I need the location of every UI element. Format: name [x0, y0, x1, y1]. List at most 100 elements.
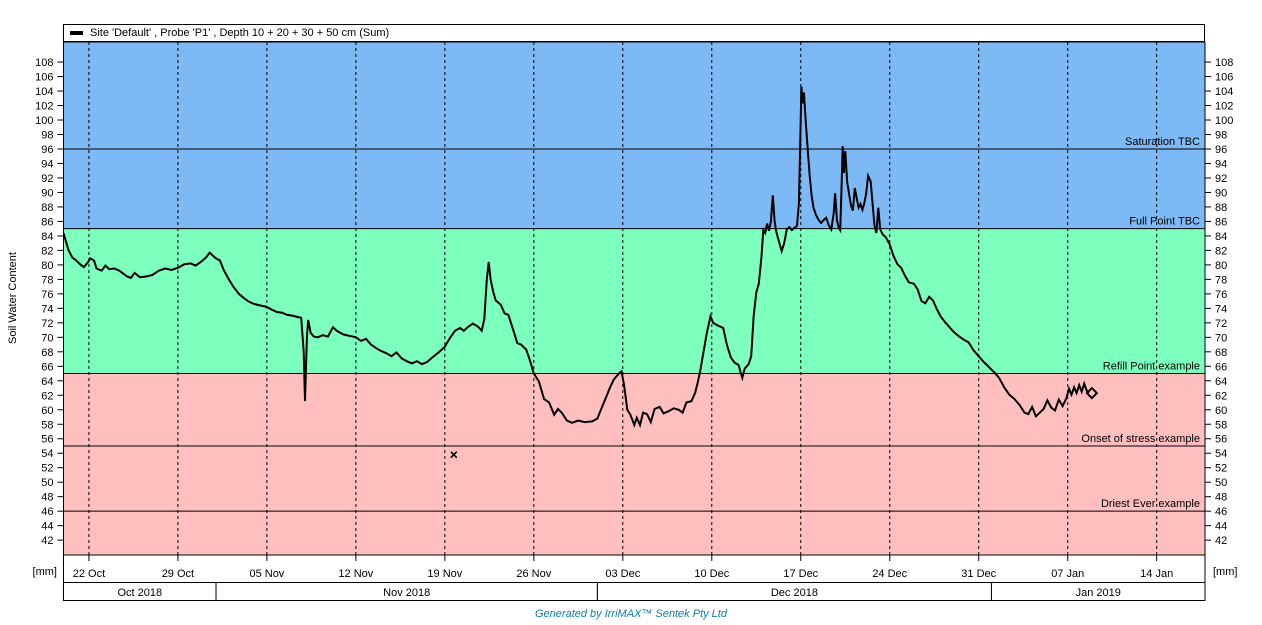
- y-tick-label-left: 82: [41, 245, 53, 257]
- legend-series-marker-icon: [70, 31, 83, 35]
- month-label: Nov 2018: [383, 587, 430, 599]
- stress-zone-red: [63, 373, 1205, 555]
- y-tick-label-left: 88: [41, 202, 53, 214]
- y-tick-label-left: 66: [41, 361, 53, 373]
- y-tick-label-right: 66: [1215, 361, 1227, 373]
- x-tick-label: 12 Nov: [338, 568, 373, 580]
- y-tick-label-right: 68: [1215, 347, 1227, 359]
- y-tick-label-right: 92: [1215, 173, 1227, 185]
- y-axis-unit-left: [mm]: [32, 566, 57, 578]
- y-tick-label-left: 56: [41, 434, 53, 446]
- x-tick-label: 03 Dec: [605, 568, 640, 580]
- y-tick-label-left: 104: [35, 86, 53, 98]
- y-tick-label-right: 96: [1215, 144, 1227, 156]
- x-tick-label: 10 Dec: [694, 568, 729, 580]
- y-tick-label-right: 82: [1215, 245, 1227, 257]
- y-tick-label-right: 48: [1215, 492, 1227, 504]
- y-tick-label-right: 46: [1215, 506, 1227, 518]
- y-tick-label-right: 42: [1215, 535, 1227, 547]
- x-tick-label: 19 Nov: [427, 568, 462, 580]
- y-tick-label-left: 98: [41, 130, 53, 142]
- y-tick-label-left: 46: [41, 506, 53, 518]
- y-tick-label-right: 44: [1215, 521, 1227, 533]
- y-tick-label-left: 58: [41, 419, 53, 431]
- end-of-data-diamond-icon: [1085, 386, 1099, 400]
- month-label: Jan 2019: [1076, 587, 1121, 599]
- y-tick-label-right: 58: [1215, 419, 1227, 431]
- y-tick-label-right: 54: [1215, 448, 1227, 460]
- x-tick-label: 29 Oct: [162, 568, 194, 580]
- y-tick-label-right: 104: [1215, 86, 1233, 98]
- y-tick-label-right: 100: [1215, 115, 1233, 127]
- y-tick-label-left: 42: [41, 535, 53, 547]
- y-axis-unit-right: [mm]: [1213, 566, 1238, 578]
- y-tick-label-right: 88: [1215, 202, 1227, 214]
- y-tick-label-left: 62: [41, 390, 53, 402]
- y-tick-label-left: 80: [41, 260, 53, 272]
- optimal-zone-green: [63, 228, 1205, 374]
- x-tick-label: 26 Nov: [516, 568, 551, 580]
- footer-credit: Generated by IrriMAX™ Sentek Pty Ltd: [535, 608, 727, 620]
- y-tick-label-right: 108: [1215, 57, 1233, 69]
- x-tick-label: 05 Nov: [249, 568, 284, 580]
- y-tick-label-right: 74: [1215, 303, 1227, 315]
- y-tick-label-left: 108: [35, 57, 53, 69]
- y-tick-label-left: 74: [41, 303, 53, 315]
- x-tick-label: 17 Dec: [783, 568, 818, 580]
- y-tick-label-left: 92: [41, 173, 53, 185]
- y-tick-label-right: 62: [1215, 390, 1227, 402]
- y-tick-label-left: 84: [41, 231, 53, 243]
- ref-line-label-full-point-tbc: Full Point TBC: [1129, 216, 1200, 228]
- y-tick-label-left: 78: [41, 274, 53, 286]
- y-tick-label-left: 76: [41, 289, 53, 301]
- y-tick-label-right: 64: [1215, 376, 1227, 388]
- y-tick-label-right: 90: [1215, 187, 1227, 199]
- saturation-zone-blue: [63, 42, 1205, 229]
- y-tick-label-left: 102: [35, 101, 53, 113]
- y-tick-label-left: 68: [41, 347, 53, 359]
- y-tick-label-left: 86: [41, 216, 53, 228]
- month-band-jan-2019: [990, 582, 1206, 601]
- y-tick-label-right: 86: [1215, 216, 1227, 228]
- y-tick-label-right: 50: [1215, 477, 1227, 489]
- y-tick-label-right: 56: [1215, 434, 1227, 446]
- y-tick-label-left: 106: [35, 72, 53, 84]
- x-tick-label: 31 Dec: [961, 568, 996, 580]
- y-tick-label-right: 60: [1215, 405, 1227, 417]
- y-tick-label-right: 52: [1215, 463, 1227, 475]
- y-tick-label-left: 90: [41, 187, 53, 199]
- y-tick-label-left: 70: [41, 332, 53, 344]
- month-label: Oct 2018: [117, 587, 162, 599]
- y-tick-label-right: 80: [1215, 260, 1227, 272]
- month-label: Dec 2018: [771, 587, 818, 599]
- ref-line-label-driest-ever-example: Driest Ever example: [1101, 498, 1200, 510]
- y-tick-label-left: 72: [41, 318, 53, 330]
- y-tick-label-left: 100: [35, 115, 53, 127]
- x-tick-label: 22 Oct: [73, 568, 105, 580]
- y-axis-title: Soil Water Content: [7, 252, 19, 344]
- legend-series-label: Site 'Default' , Probe 'P1' , Depth 10 +…: [90, 27, 390, 39]
- ref-line-label-saturation-tbc: Saturation TBC: [1125, 136, 1200, 148]
- y-tick-label-right: 78: [1215, 274, 1227, 286]
- y-tick-label-left: 60: [41, 405, 53, 417]
- y-tick-label-left: 48: [41, 492, 53, 504]
- isolated-point-x-icon: [450, 451, 458, 459]
- y-tick-label-right: 102: [1215, 101, 1233, 113]
- y-tick-label-right: 98: [1215, 130, 1227, 142]
- y-tick-label-left: 50: [41, 477, 53, 489]
- y-tick-label-right: 76: [1215, 289, 1227, 301]
- y-tick-label-right: 70: [1215, 332, 1227, 344]
- plot-area[interactable]: [64, 42, 1206, 555]
- ref-line-label-refill-point-example: Refill Point example: [1103, 361, 1200, 373]
- y-tick-label-right: 84: [1215, 231, 1227, 243]
- y-tick-label-left: 96: [41, 144, 53, 156]
- legend: Site 'Default' , Probe 'P1' , Depth 10 +…: [63, 24, 1205, 42]
- y-tick-label-right: 106: [1215, 72, 1233, 84]
- x-tick-label: 14 Jan: [1140, 568, 1173, 580]
- y-tick-label-left: 52: [41, 463, 53, 475]
- y-tick-label-left: 64: [41, 376, 53, 388]
- series-line: [63, 86, 1090, 429]
- y-tick-label-left: 54: [41, 448, 53, 460]
